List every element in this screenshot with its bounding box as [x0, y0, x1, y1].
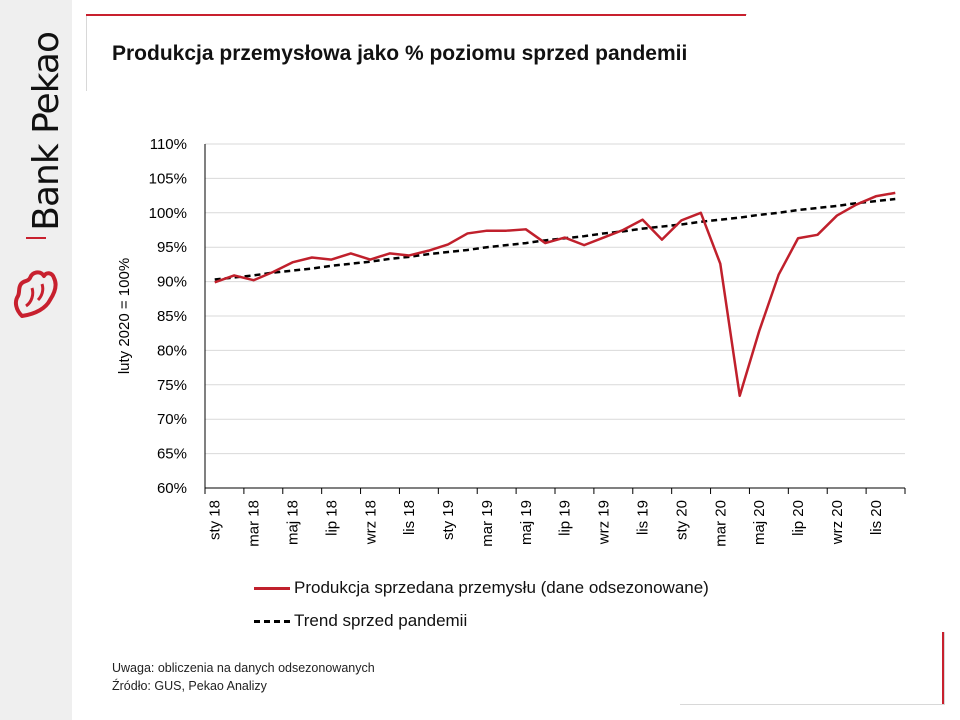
brand-panel: Bank Pekao — [0, 0, 72, 360]
chart-title: Produkcja przemysłowa jako % poziomu spr… — [112, 42, 688, 65]
x-tick-label: maj 20 — [751, 500, 768, 545]
x-tick-label: mar 20 — [712, 500, 729, 547]
legend-item-trend: Trend sprzed pandemii — [254, 610, 467, 632]
x-tick-label: lis 20 — [868, 500, 885, 535]
x-tick-label: mar 18 — [246, 500, 263, 547]
source-note: Źródło: GUS, Pekao Analizy — [112, 679, 267, 693]
brand-separator — [26, 237, 46, 239]
x-tick-label: lip 18 — [323, 500, 340, 536]
y-tick-label: 85% — [157, 308, 187, 325]
legend-label-production: Produkcja sprzedana przemysłu (dane odse… — [294, 578, 709, 597]
y-tick-label: 75% — [157, 377, 187, 394]
y-tick-label: 110% — [150, 136, 187, 153]
side-band — [0, 0, 72, 720]
legend-swatch-dashed — [254, 619, 290, 623]
legend-label-trend: Trend sprzed pandemii — [294, 611, 468, 630]
x-tick-label: maj 19 — [518, 500, 535, 545]
x-tick-label: sty 19 — [440, 500, 457, 540]
x-tick-label: sty 20 — [673, 500, 690, 540]
y-tick-label: 100% — [149, 205, 187, 222]
x-tick-label: mar 19 — [479, 500, 496, 547]
legend-item-production: Produkcja sprzedana przemysłu (dane odse… — [254, 577, 709, 599]
y-tick-label: 60% — [157, 480, 187, 497]
header-accent-line — [86, 14, 746, 16]
series-line-production — [214, 191, 896, 398]
x-tick-label: sty 18 — [207, 500, 224, 540]
y-axis-label: luty 2020 = 100% — [116, 258, 133, 374]
y-tick-label: 70% — [157, 411, 187, 428]
x-tick-label: wrz 19 — [596, 500, 613, 545]
footer-frame — [680, 632, 945, 705]
x-tick-label: lip 19 — [557, 500, 574, 536]
y-tick-label: 95% — [157, 239, 187, 256]
y-tick-label: 65% — [157, 446, 187, 463]
y-tick-label: 80% — [157, 342, 187, 359]
x-tick-label: lis 18 — [401, 500, 418, 535]
x-tick-label: maj 18 — [285, 500, 302, 545]
pekao-logo-icon — [13, 270, 58, 318]
x-tick-label: lis 19 — [635, 500, 652, 535]
footnote: Uwaga: obliczenia na danych odsezonowany… — [112, 661, 375, 675]
x-tick-label: wrz 20 — [829, 500, 846, 545]
y-tick-label: 90% — [157, 274, 187, 291]
y-tick-label: 105% — [149, 170, 187, 187]
legend-swatch-solid — [254, 586, 290, 590]
x-tick-label: lip 20 — [790, 500, 807, 536]
footer-accent-line — [942, 632, 944, 704]
x-tick-label: wrz 18 — [362, 500, 379, 545]
